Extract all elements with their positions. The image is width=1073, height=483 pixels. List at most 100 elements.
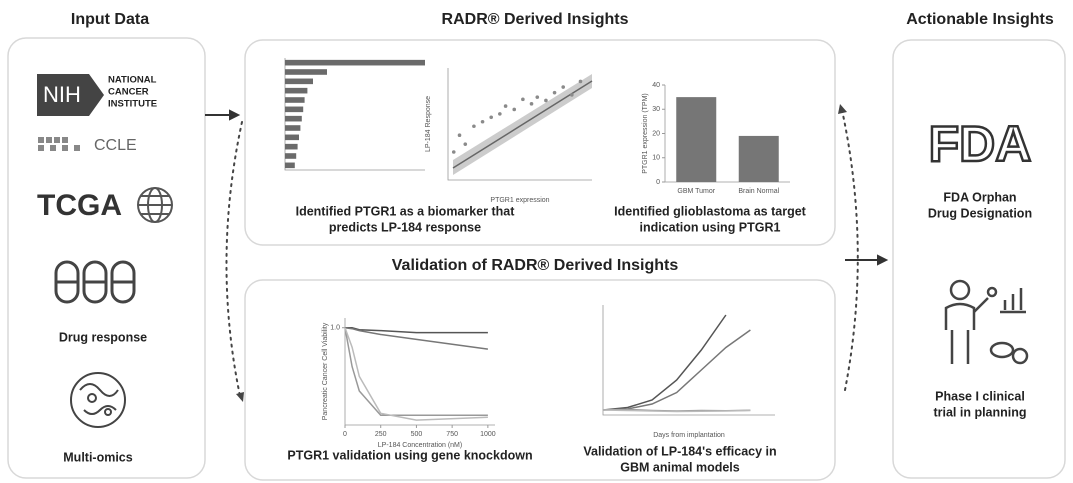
bar [285, 97, 305, 103]
input-panel [7, 37, 206, 479]
dotted-loops [225, 109, 859, 397]
radr-title: RADR® Derived Insights [442, 11, 629, 28]
trial-icon [944, 279, 1029, 365]
series-line [602, 314, 727, 411]
x-tick-label: 1000 [480, 431, 496, 438]
y-axis-label: PTGR1 expression (TPM) [642, 93, 649, 174]
caption: PTGR1 validation using gene knockdown [287, 448, 532, 462]
y-tick-label: 0 [656, 179, 660, 186]
x-axis-label: PTGR1 expression [490, 197, 549, 204]
point [463, 142, 468, 146]
bar [285, 69, 327, 75]
ccle-dots [38, 137, 80, 151]
x-tick-label: 500 [411, 431, 423, 438]
point [552, 90, 557, 95]
validation-title: Validation of RADR® Derived Insights [392, 257, 679, 274]
nih-arrow [89, 74, 104, 116]
y-axis-label: Pancreatic Cancer Cell Viability [322, 322, 329, 420]
axis [284, 58, 425, 171]
trial-caption: Phase I clinical [935, 389, 1025, 403]
series-line [344, 327, 488, 417]
caption: GBM animal models [620, 460, 740, 474]
x-tick-label: 250 [375, 431, 387, 438]
arrows [205, 109, 889, 266]
point [544, 98, 548, 103]
bar [738, 135, 779, 182]
x-tick-label: Brain Normal [738, 188, 779, 195]
pill-icons [54, 260, 136, 304]
bar [285, 59, 425, 66]
omics-icon [70, 372, 126, 428]
point [451, 150, 456, 154]
point [535, 95, 540, 99]
bar [285, 78, 313, 85]
trial-caption: trial in planning [933, 405, 1026, 419]
drug-label: Drug response [59, 330, 147, 344]
fda-logo: FDA [929, 116, 1032, 172]
omics-label: Multi-omics [63, 450, 132, 464]
point [529, 102, 534, 106]
bar [676, 97, 717, 182]
y-tick-label: 1.0 [330, 325, 340, 332]
actionable-panel [892, 39, 1066, 479]
axis [447, 68, 592, 181]
point [521, 97, 525, 102]
point [480, 119, 485, 124]
x-tick-label: 750 [446, 431, 458, 438]
caption: Identified glioblastoma as target [614, 204, 807, 218]
bar [285, 134, 299, 141]
nih-text: NIH [43, 82, 81, 107]
y-tick-label: 20 [652, 130, 660, 137]
bar [285, 153, 297, 159]
point [503, 104, 508, 108]
point [457, 133, 462, 137]
fit-line [452, 80, 593, 169]
y-tick-label: 10 [652, 155, 660, 162]
caption: Validation of LP-184's efficacy in [583, 444, 776, 458]
series-line [345, 326, 488, 334]
caption: indication using PTGR1 [640, 220, 781, 234]
nih-logo [37, 74, 89, 116]
x-tick-label: 0 [343, 431, 347, 438]
arrowhead [838, 104, 847, 114]
bar [285, 125, 301, 131]
bar [285, 162, 295, 169]
point [561, 85, 565, 89]
bar [285, 87, 308, 94]
validation-panel [244, 279, 836, 481]
point [498, 112, 502, 116]
point [512, 107, 517, 112]
radr-panel [244, 39, 836, 246]
fda-caption: Drug Designation [928, 206, 1032, 220]
bar [285, 115, 302, 122]
x-axis-label: LP-184 Concentration (nM) [378, 442, 462, 449]
arrowhead [236, 392, 244, 402]
series-line [344, 327, 488, 421]
tcga-text: TCGA [37, 189, 122, 222]
nci-line: CANCER [108, 87, 149, 98]
point [489, 115, 494, 120]
series-line [344, 326, 489, 350]
fda-caption: FDA Orphan [943, 190, 1016, 204]
ccle-text: CCLE [94, 137, 137, 154]
input-title: Input Data [71, 11, 149, 28]
actionable-title: Actionable Insights [906, 11, 1054, 28]
bar [285, 143, 298, 150]
x-tick-label: GBM Tumor [677, 188, 715, 195]
y-tick-label: 30 [652, 106, 660, 113]
point [570, 93, 574, 97]
point [578, 79, 583, 84]
nci-line: INSTITUTE [108, 99, 157, 110]
globe-icon [137, 187, 173, 223]
bar [285, 106, 304, 113]
axis [602, 305, 775, 416]
y-tick-label: 40 [652, 82, 660, 89]
point [472, 124, 476, 129]
caption: Identified PTGR1 as a biomarker that [296, 204, 516, 218]
x-axis-label: Days from implantation [653, 432, 725, 439]
y-axis-label: LP-184 Response [425, 96, 432, 152]
caption: predicts LP-184 response [329, 220, 481, 234]
nci-line: NATIONAL [108, 75, 157, 86]
series-line [602, 409, 751, 413]
